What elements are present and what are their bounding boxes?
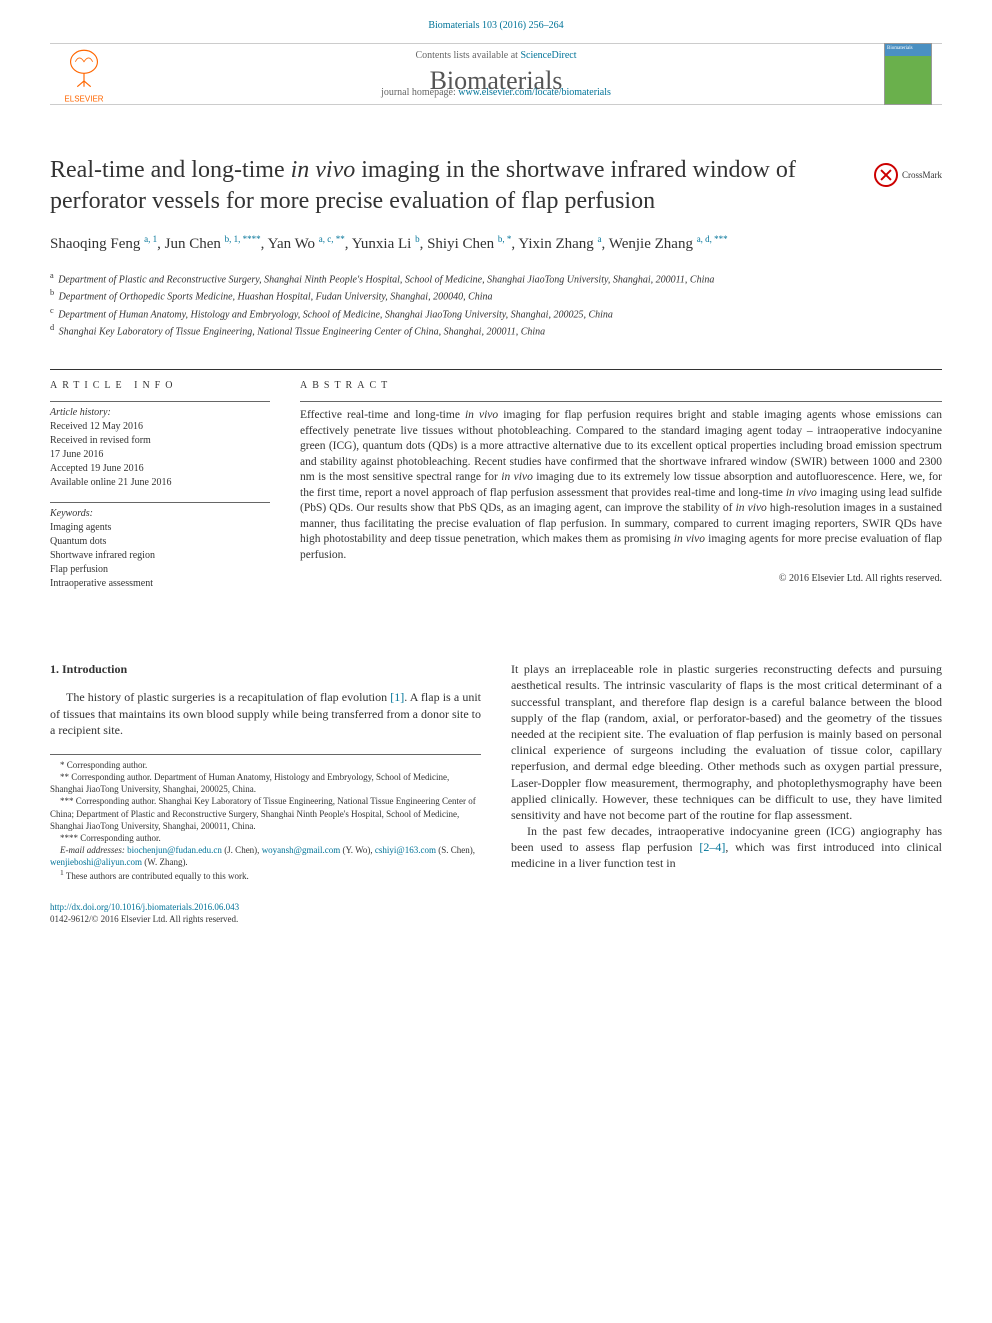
footnote-corresponding-2: ** Corresponding author. Department of H… [50,771,481,795]
info-abstract-row: ARTICLE INFO Article history: Received 1… [50,369,942,591]
affiliation-b: b Department of Orthopedic Sports Medici… [50,287,942,304]
affiliation-d: d Shanghai Key Laboratory of Tissue Engi… [50,322,942,339]
footnote-emails: E-mail addresses: biochenjun@fudan.edu.c… [50,844,481,868]
keywords-block: Keywords: Imaging agents Quantum dots Sh… [50,502,270,591]
footnotes: * Corresponding author. ** Corresponding… [50,754,481,882]
article-title: Real-time and long-time in vivo imaging … [50,155,942,217]
history-line: Received 12 May 2016 [50,420,270,434]
affiliations: a Department of Plastic and Reconstructi… [50,270,942,339]
sciencedirect-link[interactable]: ScienceDirect [520,50,576,61]
keyword: Quantum dots [50,535,270,549]
keyword: Flap perfusion [50,563,270,577]
doi-link[interactable]: http://dx.doi.org/10.1016/j.biomaterials… [50,902,239,912]
footnote-equal-contribution: 1 These authors are contributed equally … [50,868,481,882]
keyword: Shortwave infrared region [50,549,270,563]
abstract-header: ABSTRACT [300,380,942,391]
article-info-column: ARTICLE INFO Article history: Received 1… [50,380,270,591]
footnote-corresponding-4: **** Corresponding author. [50,832,481,844]
body-paragraph: The history of plastic surgeries is a re… [50,689,481,738]
title-italic: in vivo [291,157,356,183]
right-column: It plays an irreplaceable role in plasti… [511,661,942,882]
affiliation-a: a Department of Plastic and Reconstructi… [50,270,942,287]
history-line: Received in revised form [50,434,270,448]
homepage-link[interactable]: www.elsevier.com/locate/biomaterials [458,87,611,98]
abstract-copyright: © 2016 Elsevier Ltd. All rights reserved… [300,573,942,584]
section-heading-introduction: 1. Introduction [50,661,481,677]
history-label: Article history: [50,406,270,420]
affiliation-c: c Department of Human Anatomy, Histology… [50,305,942,322]
crossmark-badge[interactable]: CrossMark [874,163,942,187]
keywords-label: Keywords: [50,507,270,521]
crossmark-text: CrossMark [902,170,942,180]
abstract-column: ABSTRACT Effective real-time and long-ti… [300,380,942,591]
history-line: 17 June 2016 [50,448,270,462]
body-columns: 1. Introduction The history of plastic s… [50,661,942,882]
citation-line: Biomaterials 103 (2016) 256–264 [50,20,942,31]
author-list: Shaoqing Feng a, 1, Jun Chen b, 1, ****,… [50,233,942,256]
homepage-line: journal homepage: www.elsevier.com/locat… [50,87,942,98]
contents-lists-line: Contents lists available at ScienceDirec… [50,50,942,61]
crossmark-icon [874,163,898,187]
page-footer: http://dx.doi.org/10.1016/j.biomaterials… [50,902,942,925]
article-info-header: ARTICLE INFO [50,380,270,391]
journal-cover-thumbnail[interactable] [884,43,932,105]
left-column: 1. Introduction The history of plastic s… [50,661,481,882]
body-paragraph: It plays an irreplaceable role in plasti… [511,661,942,823]
abstract-text: Effective real-time and long-time in viv… [300,401,942,563]
body-paragraph: In the past few decades, intraoperative … [511,823,942,872]
journal-header: ELSEVIER Contents lists available at Sci… [50,43,942,105]
footnote-corresponding-1: * Corresponding author. [50,759,481,771]
issn-copyright: 0142-9612/© 2016 Elsevier Ltd. All right… [50,914,238,924]
history-line: Accepted 19 June 2016 [50,462,270,476]
homepage-prefix: journal homepage: [381,87,458,98]
article-history: Article history: Received 12 May 2016 Re… [50,401,270,490]
keyword: Intraoperative assessment [50,577,270,591]
title-block: CrossMark Real-time and long-time in viv… [50,155,942,339]
history-line: Available online 21 June 2016 [50,476,270,490]
contents-prefix: Contents lists available at [415,50,520,61]
footnote-corresponding-3: *** Corresponding author. Shanghai Key L… [50,795,481,831]
keyword: Imaging agents [50,521,270,535]
title-part-a: Real-time and long-time [50,157,291,183]
